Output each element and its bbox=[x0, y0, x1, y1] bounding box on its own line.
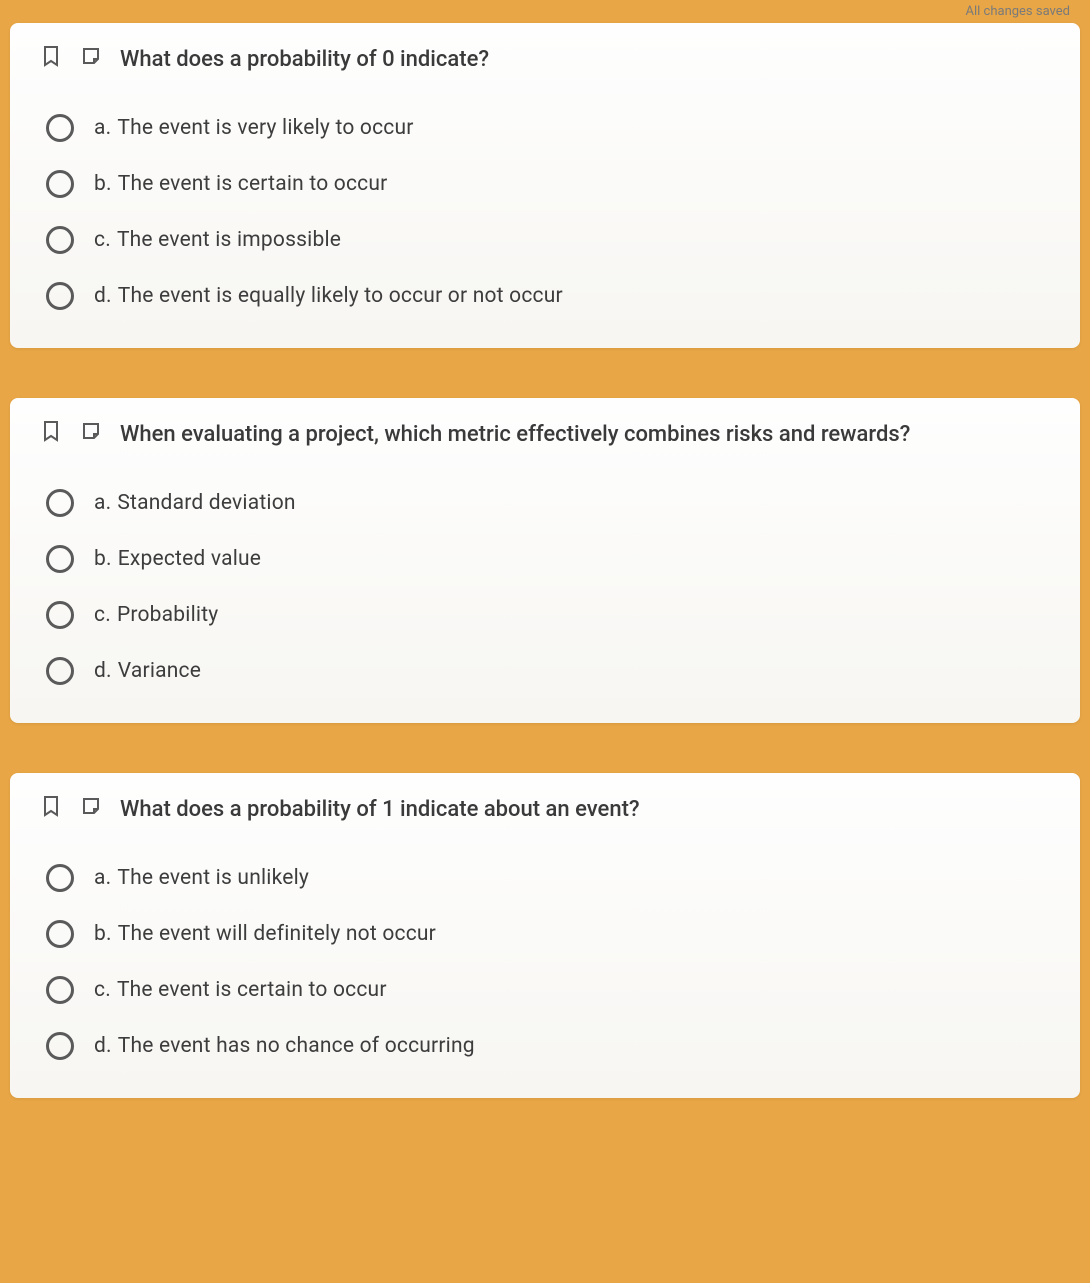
radio-button[interactable] bbox=[46, 601, 74, 629]
option-label: a.The event is unlikely bbox=[94, 866, 309, 890]
option-row[interactable]: b.The event will definitely not occur bbox=[40, 906, 1050, 962]
option-label: c.The event is impossible bbox=[94, 228, 341, 252]
option-row[interactable]: c.The event is certain to occur bbox=[40, 962, 1050, 1018]
option-row[interactable]: d.Variance bbox=[40, 643, 1050, 699]
option-text: The event is unlikely bbox=[117, 866, 309, 890]
status-bar: All changes saved bbox=[0, 0, 1090, 23]
option-label: d.The event is equally likely to occur o… bbox=[94, 284, 563, 308]
option-text: The event is impossible bbox=[117, 228, 341, 252]
radio-button[interactable] bbox=[46, 226, 74, 254]
radio-button[interactable] bbox=[46, 282, 74, 310]
option-text: The event will definitely not occur bbox=[118, 922, 436, 946]
note-icon[interactable] bbox=[80, 43, 102, 69]
option-letter: c. bbox=[94, 603, 111, 627]
option-text: The event is certain to occur bbox=[117, 978, 387, 1002]
option-letter: b. bbox=[94, 547, 112, 571]
option-letter: d. bbox=[94, 659, 112, 683]
option-row[interactable]: a.The event is unlikely bbox=[40, 850, 1050, 906]
question-card: What does a probability of 1 indicate ab… bbox=[10, 773, 1080, 1098]
option-label: b.The event is certain to occur bbox=[94, 172, 387, 196]
question-header: What does a probability of 0 indicate? bbox=[40, 43, 1050, 76]
note-icon[interactable] bbox=[80, 793, 102, 819]
question-card: When evaluating a project, which metric … bbox=[10, 398, 1080, 723]
radio-button[interactable] bbox=[46, 920, 74, 948]
radio-button[interactable] bbox=[46, 114, 74, 142]
bookmark-icon[interactable] bbox=[40, 43, 62, 69]
option-text: Standard deviation bbox=[117, 491, 295, 515]
option-row[interactable]: a.Standard deviation bbox=[40, 475, 1050, 531]
option-letter: b. bbox=[94, 922, 112, 946]
bookmark-icon[interactable] bbox=[40, 793, 62, 819]
option-label: a.Standard deviation bbox=[94, 491, 296, 515]
radio-button[interactable] bbox=[46, 170, 74, 198]
option-letter: c. bbox=[94, 978, 111, 1002]
option-letter: b. bbox=[94, 172, 112, 196]
option-letter: a. bbox=[94, 866, 111, 890]
option-letter: c. bbox=[94, 228, 111, 252]
question-header: When evaluating a project, which metric … bbox=[40, 418, 1050, 451]
option-label: d.Variance bbox=[94, 659, 201, 683]
bookmark-icon[interactable] bbox=[40, 418, 62, 444]
option-label: c.The event is certain to occur bbox=[94, 978, 387, 1002]
question-prompt: When evaluating a project, which metric … bbox=[120, 418, 1050, 451]
option-letter: a. bbox=[94, 116, 111, 140]
option-letter: a. bbox=[94, 491, 111, 515]
note-icon[interactable] bbox=[80, 418, 102, 444]
saved-status-text: All changes saved bbox=[966, 4, 1071, 19]
option-text: Expected value bbox=[118, 547, 261, 571]
radio-button[interactable] bbox=[46, 545, 74, 573]
option-label: a.The event is very likely to occur bbox=[94, 116, 414, 140]
option-letter: d. bbox=[94, 1034, 112, 1058]
option-row[interactable]: a.The event is very likely to occur bbox=[40, 100, 1050, 156]
option-row[interactable]: b.Expected value bbox=[40, 531, 1050, 587]
option-label: d.The event has no chance of occurring bbox=[94, 1034, 475, 1058]
question-header: What does a probability of 1 indicate ab… bbox=[40, 793, 1050, 826]
question-prompt: What does a probability of 1 indicate ab… bbox=[120, 793, 1050, 826]
option-text: The event is very likely to occur bbox=[117, 116, 413, 140]
option-label: b.Expected value bbox=[94, 547, 261, 571]
option-row[interactable]: b.The event is certain to occur bbox=[40, 156, 1050, 212]
option-text: The event is certain to occur bbox=[118, 172, 388, 196]
radio-button[interactable] bbox=[46, 1032, 74, 1060]
radio-button[interactable] bbox=[46, 657, 74, 685]
radio-button[interactable] bbox=[46, 864, 74, 892]
option-row[interactable]: c.Probability bbox=[40, 587, 1050, 643]
option-label: b.The event will definitely not occur bbox=[94, 922, 436, 946]
option-text: The event is equally likely to occur or … bbox=[118, 284, 563, 308]
option-text: Variance bbox=[118, 659, 201, 683]
option-row[interactable]: d.The event is equally likely to occur o… bbox=[40, 268, 1050, 324]
option-row[interactable]: c.The event is impossible bbox=[40, 212, 1050, 268]
option-letter: d. bbox=[94, 284, 112, 308]
option-text: Probability bbox=[117, 603, 218, 627]
option-text: The event has no chance of occurring bbox=[118, 1034, 475, 1058]
question-prompt: What does a probability of 0 indicate? bbox=[120, 43, 1050, 76]
radio-button[interactable] bbox=[46, 976, 74, 1004]
option-row[interactable]: d.The event has no chance of occurring bbox=[40, 1018, 1050, 1074]
radio-button[interactable] bbox=[46, 489, 74, 517]
option-label: c.Probability bbox=[94, 603, 218, 627]
question-card: What does a probability of 0 indicate? a… bbox=[10, 23, 1080, 348]
